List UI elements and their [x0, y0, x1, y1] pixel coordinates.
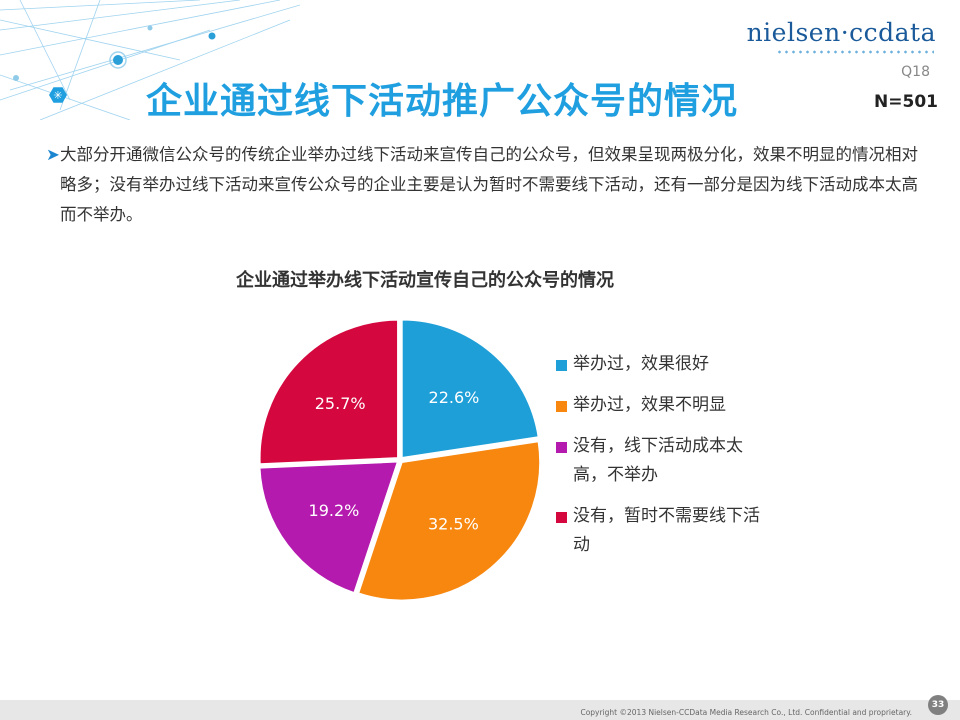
legend-label: 没有，暂时不需要线下活动	[573, 506, 760, 555]
page-number-badge: 33	[928, 695, 948, 715]
chart-title: 企业通过举办线下活动宣传自己的公众号的情况	[236, 270, 614, 291]
legend-swatch	[556, 512, 567, 523]
summary-paragraph: ➤ 大部分开通微信公众号的传统企业举办过线下活动来宣传自己的公众号，但效果呈现两…	[46, 140, 930, 230]
pie-slice-3	[258, 461, 399, 594]
chart-legend: 举办过，效果很好 举办过，效果不明显没有，线下活动成本太高，不举办 没有，暂时不需要…	[556, 350, 786, 572]
pie-slice-2	[357, 440, 540, 601]
legend-swatch	[556, 360, 567, 371]
deco-node	[113, 55, 123, 65]
summary-text: 大部分开通微信公众号的传统企业举办过线下活动来宣传自己的公众号，但效果呈现两极分…	[60, 145, 918, 224]
snowflake-icon: ✳	[53, 89, 62, 102]
pie-slice-1	[401, 318, 540, 459]
legend-swatch	[556, 442, 567, 453]
question-code: Q18	[901, 64, 930, 80]
deco-line	[0, 0, 281, 56]
legend-item-4: 没有，暂时不需要线下活动	[556, 502, 773, 560]
legend-label: 没有，线下活动成本太高，不举办	[573, 436, 743, 485]
legend-label: 举办过，效果很好	[573, 354, 709, 374]
page-title: 企业通过线下活动推广公众号的情况	[146, 81, 739, 122]
logo-dotted-line	[776, 50, 934, 54]
pie-slice-4	[259, 319, 399, 465]
footer-bar	[0, 700, 960, 720]
copyright-text: Copyright ©2013 Nielsen-CCData Media Res…	[580, 708, 912, 717]
slice-value-label-4: 25.7%	[315, 394, 366, 413]
deco-line	[59, 0, 101, 111]
legend-label: 举办过，效果不明显	[573, 395, 726, 415]
slice-value-label-1: 22.6%	[429, 388, 480, 407]
legend-item-3: 没有，线下活动成本太高，不举办	[556, 432, 773, 490]
deco-line	[39, 19, 291, 120]
network-decoration: ✳	[0, 0, 300, 120]
legend-item-2: 举办过，效果不明显	[556, 391, 753, 420]
deco-node	[208, 32, 216, 40]
deco-line	[0, 29, 211, 101]
deco-node	[13, 75, 19, 81]
deco-line	[0, 0, 241, 31]
sample-size: N=501	[874, 92, 938, 112]
slice-value-label-2: 32.5%	[428, 514, 479, 533]
deco-ring	[109, 51, 127, 69]
legend-item-1: 举办过，效果很好	[556, 350, 753, 379]
bullet-arrow-icon: ➤	[46, 145, 60, 164]
pie-chart: 22.6% 32.5% 19.2% 25.7%	[258, 318, 540, 601]
deco-node	[147, 25, 153, 31]
deco-line	[0, 19, 181, 61]
deco-line	[0, 0, 201, 11]
legend-swatch	[556, 401, 567, 412]
deco-line	[19, 0, 71, 101]
nielsen-ccdata-logo: nielsen·ccdata	[746, 18, 936, 47]
hexagon-icon	[49, 87, 67, 103]
slice-value-label-3: 19.2%	[309, 501, 360, 520]
